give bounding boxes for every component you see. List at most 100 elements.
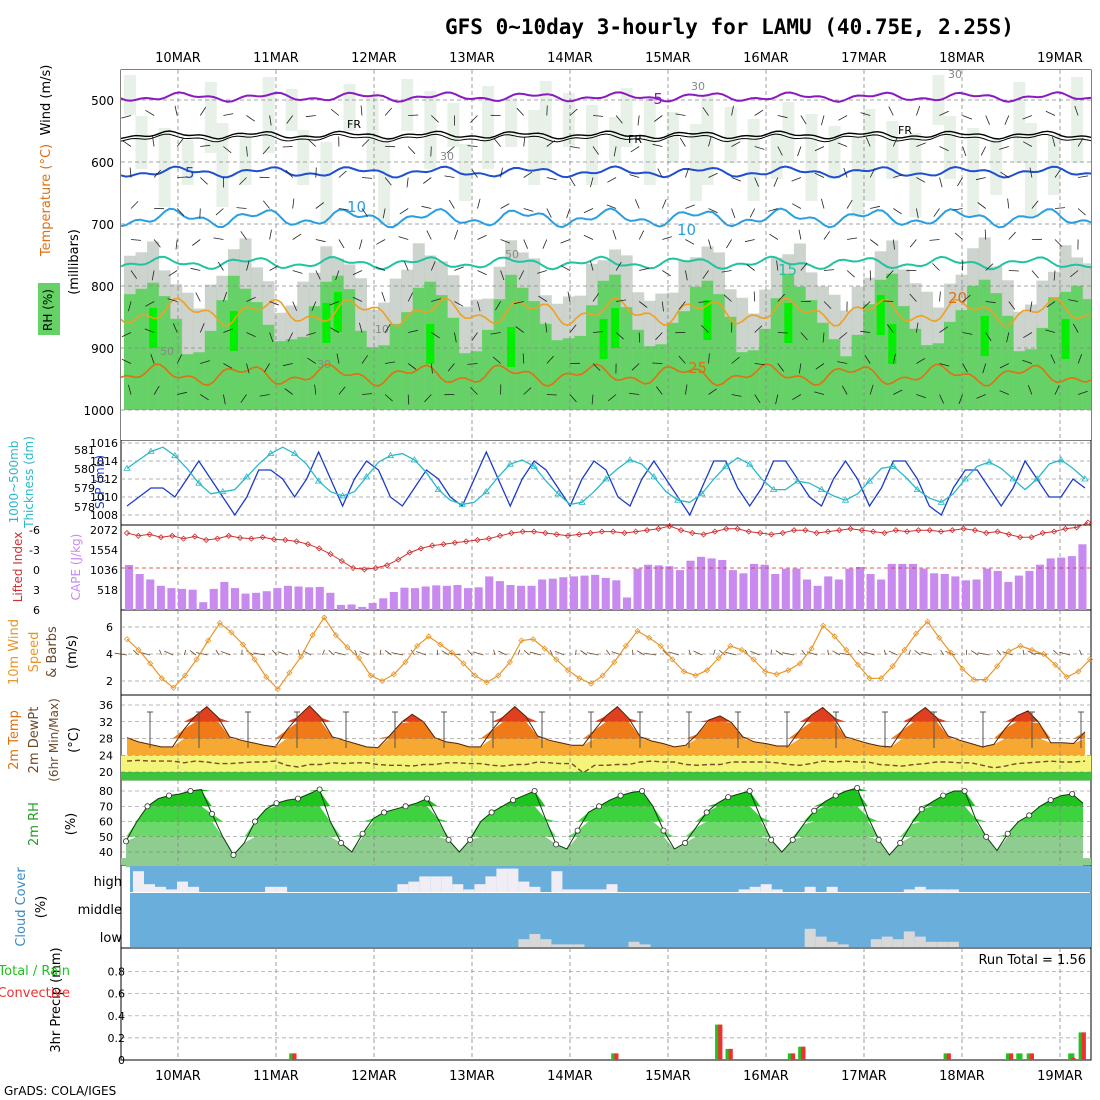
- thickness-marker: [937, 498, 946, 505]
- rh-shade: [239, 288, 252, 410]
- cape-bar: [506, 585, 515, 610]
- wind-barb: [606, 204, 617, 209]
- precip-frame: [120, 947, 1092, 1061]
- wind-barb: [361, 177, 373, 179]
- wind-tick: 4: [106, 648, 113, 661]
- cape-bar: [156, 585, 165, 610]
- rh-shade: [805, 300, 818, 410]
- rh-shade: [366, 96, 379, 169]
- wind-barb: [567, 291, 571, 302]
- cape-bar: [887, 563, 896, 610]
- li-marker: [225, 532, 232, 539]
- li-marker: [689, 529, 696, 537]
- wind-barb: [685, 270, 688, 281]
- rh-shade: [539, 323, 552, 410]
- wind-barb: [287, 332, 294, 342]
- wind-barb: [1022, 115, 1033, 120]
- wind-barb: [384, 394, 393, 402]
- wind-barb: [495, 301, 501, 311]
- wind-barb: [176, 138, 184, 147]
- temp-band: [121, 755, 1091, 772]
- cape-bar: [622, 597, 631, 610]
- date-label-bottom: 17MAR: [841, 1069, 887, 1084]
- li-marker: [497, 532, 504, 539]
- li-marker: [757, 529, 764, 537]
- wind-barb: [360, 105, 363, 116]
- cloud-high-bar: [760, 884, 772, 892]
- li-marker: [960, 525, 967, 532]
- li-marker: [610, 528, 617, 535]
- wind-barb: [869, 239, 879, 246]
- rh-marker: [338, 839, 345, 846]
- wind-barb: [977, 652, 990, 656]
- rh-shade: [747, 350, 760, 410]
- wind-barb: [269, 229, 272, 240]
- temp-band: [121, 772, 1091, 780]
- wind-barb: [335, 270, 340, 281]
- cape-bar: [400, 587, 409, 610]
- wind-barb: [814, 391, 825, 395]
- wind-barb: [952, 208, 963, 211]
- rh-shade: [851, 334, 864, 410]
- thickness-marker: [985, 458, 993, 465]
- rh-shade: [447, 317, 460, 410]
- wind-barb: [328, 649, 335, 656]
- ylabel-total-rain: Total / Rain: [0, 964, 70, 979]
- wind-marker: [205, 637, 212, 644]
- wind-barb: [832, 650, 841, 656]
- wind-barb: [754, 146, 765, 150]
- rh-shade: [611, 308, 620, 348]
- thickness-marker: [314, 477, 323, 484]
- wind-barb: [477, 234, 487, 240]
- wind-marker: [994, 663, 1001, 670]
- wind-barb: [195, 292, 201, 302]
- wind-barb: [523, 649, 530, 656]
- rh-shade: [343, 84, 356, 131]
- wind-barb: [200, 144, 211, 147]
- wind-barb: [841, 385, 848, 395]
- wind-barb: [688, 649, 691, 656]
- wind-barb: [385, 361, 396, 364]
- precip-total-bar: [1026, 1053, 1033, 1060]
- cloud-level-label: middle: [78, 903, 122, 918]
- thickness-marker: [410, 456, 419, 463]
- pressure-tick: 600: [91, 156, 114, 170]
- wind-barb: [379, 649, 382, 656]
- cape-bar: [146, 579, 155, 610]
- li-marker: [123, 529, 131, 537]
- wind-barb: [892, 353, 896, 364]
- wind-barb: [654, 115, 663, 122]
- rh-shade: [458, 353, 471, 410]
- wind-barb: [721, 270, 732, 273]
- cape-bar: [665, 566, 674, 610]
- wind-barb: [886, 270, 894, 279]
- date-label-bottom: 10MAR: [155, 1069, 201, 1084]
- wind-marker: [692, 672, 699, 679]
- wind-marker: [669, 656, 676, 663]
- cape-bar: [517, 585, 526, 610]
- cape-bar: [612, 580, 621, 610]
- wind-barb: [914, 650, 921, 656]
- wind-marker: [147, 660, 154, 667]
- cape-bar: [241, 593, 250, 610]
- rh-shade: [1048, 135, 1060, 195]
- wind-barb: [336, 353, 340, 364]
- li-marker: [632, 528, 639, 535]
- wind-barb: [837, 361, 848, 364]
- rh-marker: [467, 836, 474, 843]
- wind-barb: [977, 202, 986, 209]
- cloud-high-bar: [419, 876, 431, 892]
- wind-barb: [643, 652, 657, 656]
- wind-barb: [239, 177, 247, 185]
- wind-barb: [1045, 329, 1056, 333]
- rh-shade: [378, 345, 391, 410]
- cloud-low-bar: [540, 939, 552, 947]
- rh-shade: [990, 293, 1003, 410]
- wind-barb: [916, 105, 921, 116]
- wind-marker: [518, 637, 525, 644]
- cloud-high-bar: [584, 889, 596, 892]
- rh-shade: [216, 300, 229, 410]
- cloud-high-bar: [144, 884, 155, 892]
- contour-label: 20: [948, 289, 967, 307]
- wind-barb: [702, 270, 709, 279]
